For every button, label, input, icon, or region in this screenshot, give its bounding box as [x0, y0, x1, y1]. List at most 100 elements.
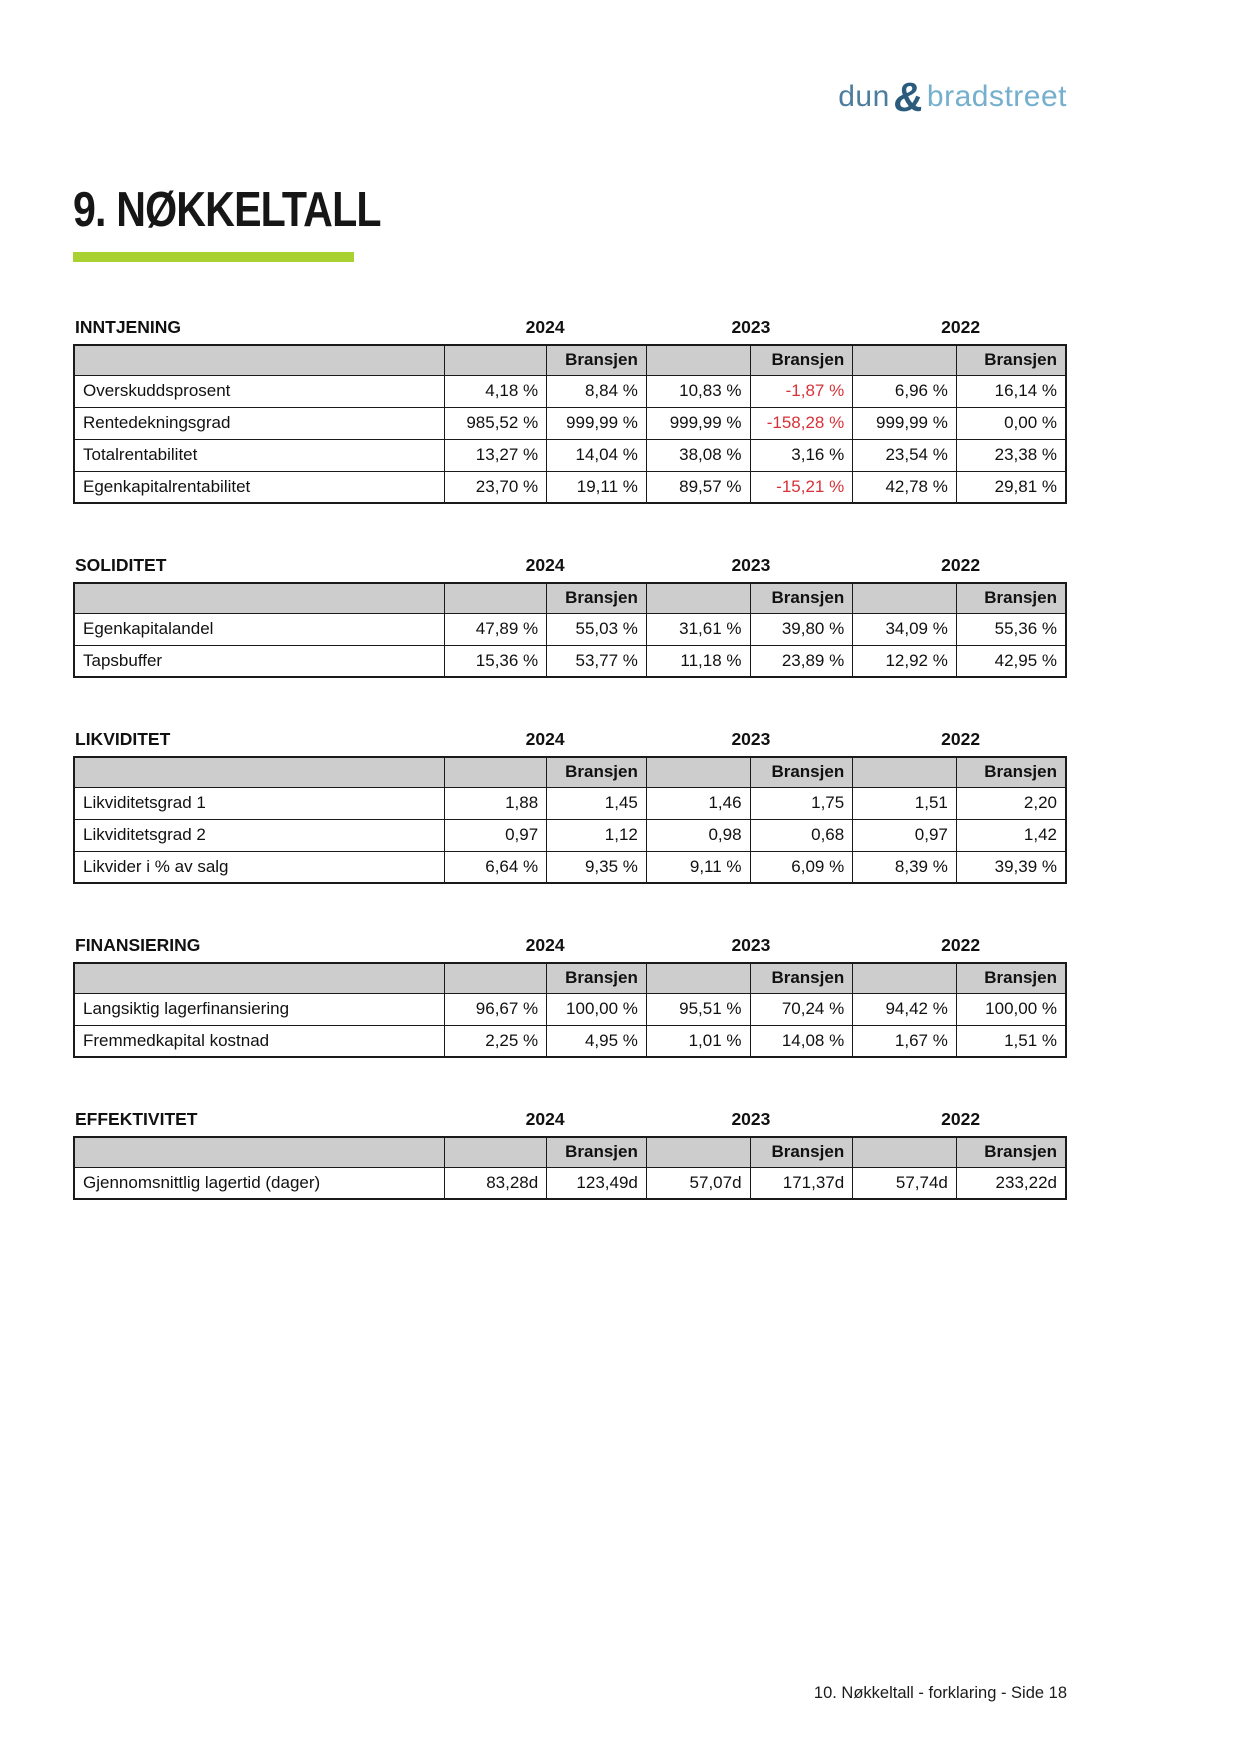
report-page: dun&bradstreet 9. NØKKELTALL INNTJENING …	[73, 0, 1067, 1754]
year-header-2023: 2023	[731, 1109, 771, 1129]
kpi-table-soliditet: Bransjen Bransjen Bransjen Egenkapitalan…	[73, 582, 1067, 678]
metric-value: 9,11 %	[645, 850, 751, 884]
metric-value: 38,08 %	[645, 438, 751, 472]
metric-label: Langsiktig lagerfinansiering	[73, 992, 445, 1026]
year-header-2023: 2023	[731, 317, 771, 337]
page-title: 9. NØKKELTALL	[73, 0, 1067, 235]
subheader-bransjen: Bransjen	[955, 756, 1067, 788]
metric-value: 83,28d	[443, 1166, 548, 1200]
metric-label: Fremmedkapital kostnad	[73, 1024, 445, 1058]
metric-value: 1,46	[645, 786, 751, 820]
year-header-2023: 2023	[731, 935, 771, 955]
metric-value: 0,68	[749, 818, 854, 852]
section-finansiering: FINANSIERING 2024 2023 2022 Bransjen Bra…	[73, 935, 1067, 1058]
page-title-text: 9. NØKKELTALL	[73, 183, 382, 237]
year-header-2022: 2022	[941, 935, 981, 955]
metric-value: 2,20	[955, 786, 1067, 820]
table-row: Rentedekningsgrad 985,52 % 999,99 % 999,…	[73, 406, 1067, 440]
logo-text-dun: dun	[838, 80, 890, 113]
subheader-bransjen: Bransjen	[749, 582, 854, 614]
metric-value: 9,35 %	[546, 850, 647, 884]
metric-label: Totalrentabilitet	[73, 438, 445, 472]
metric-value: 89,57 %	[645, 470, 751, 504]
table-subheader-row: Bransjen Bransjen Bransjen	[73, 962, 1067, 994]
subheader-empty-cell	[852, 756, 957, 788]
metric-label: Egenkapitalrentabilitet	[73, 470, 445, 504]
subheader-empty-cell	[73, 756, 445, 788]
year-header-2023: 2023	[731, 555, 771, 575]
subheader-empty-cell	[443, 1136, 548, 1168]
metric-label: Rentedekningsgrad	[73, 406, 445, 440]
table-subheader-row: Bransjen Bransjen Bransjen	[73, 582, 1067, 614]
section-header: INNTJENING 2024 2023 2022	[73, 317, 1067, 339]
metric-value: 1,12	[546, 818, 647, 852]
subheader-empty-cell	[852, 962, 957, 994]
metric-value: 1,51 %	[955, 1024, 1067, 1058]
metric-value: 999,99 %	[546, 406, 647, 440]
metric-value: 39,39 %	[955, 850, 1067, 884]
subheader-bransjen: Bransjen	[955, 582, 1067, 614]
metric-value: 96,67 %	[443, 992, 548, 1026]
metric-value: 94,42 %	[852, 992, 957, 1026]
metric-value: -15,21 %	[749, 470, 854, 504]
metric-value: 10,83 %	[645, 374, 751, 408]
page-footer: 10. Nøkkeltall - forklaring - Side 18	[813, 1684, 1067, 1702]
metric-label: Likviditetsgrad 1	[73, 786, 445, 820]
logo-text-bradstreet: bradstreet	[926, 80, 1067, 113]
section-title: LIKVIDITET	[75, 729, 171, 749]
table-subheader-row: Bransjen Bransjen Bransjen	[73, 1136, 1067, 1168]
metric-value: 39,80 %	[749, 612, 854, 646]
metric-value: 1,88	[443, 786, 548, 820]
subheader-empty-cell	[443, 582, 548, 614]
subheader-bransjen: Bransjen	[955, 344, 1067, 376]
subheader-empty-cell	[852, 582, 957, 614]
metric-value: 4,18 %	[443, 374, 548, 408]
metric-value: 985,52 %	[443, 406, 548, 440]
metric-label: Likvider i % av salg	[73, 850, 445, 884]
subheader-bransjen: Bransjen	[749, 344, 854, 376]
subheader-empty-cell	[645, 582, 751, 614]
metric-value: 47,89 %	[443, 612, 548, 646]
section-title: FINANSIERING	[75, 935, 201, 955]
table-row: Gjennomsnittlig lagertid (dager) 83,28d …	[73, 1166, 1067, 1200]
year-header-2023: 2023	[731, 729, 771, 749]
table-row: Fremmedkapital kostnad 2,25 % 4,95 % 1,0…	[73, 1024, 1067, 1058]
metric-value: 42,78 %	[852, 470, 957, 504]
metric-value: 42,95 %	[955, 644, 1067, 678]
year-header-2024: 2024	[525, 555, 565, 575]
section-inntjening: INNTJENING 2024 2023 2022 Bransjen Brans…	[73, 317, 1067, 504]
metric-value: 1,01 %	[645, 1024, 751, 1058]
subheader-bransjen: Bransjen	[546, 962, 647, 994]
metric-label: Tapsbuffer	[73, 644, 445, 678]
metric-value: 6,96 %	[852, 374, 957, 408]
metric-value: 23,70 %	[443, 470, 548, 504]
subheader-bransjen: Bransjen	[749, 962, 854, 994]
subheader-bransjen: Bransjen	[546, 582, 647, 614]
section-effektivitet: EFFEKTIVITET 2024 2023 2022 Bransjen Bra…	[73, 1109, 1067, 1200]
subheader-bransjen: Bransjen	[955, 1136, 1067, 1168]
metric-value: 23,38 %	[955, 438, 1067, 472]
metric-value: 31,61 %	[645, 612, 751, 646]
metric-value: 999,99 %	[645, 406, 751, 440]
year-header-2022: 2022	[941, 729, 981, 749]
metric-value: 4,95 %	[546, 1024, 647, 1058]
metric-value: 171,37d	[749, 1166, 854, 1200]
metric-value: 19,11 %	[546, 470, 647, 504]
subheader-bransjen: Bransjen	[546, 756, 647, 788]
metric-value: 12,92 %	[852, 644, 957, 678]
metric-label: Overskuddsprosent	[73, 374, 445, 408]
kpi-table-effektivitet: Bransjen Bransjen Bransjen Gjennomsnittl…	[73, 1136, 1067, 1200]
metric-value: 53,77 %	[546, 644, 647, 678]
metric-value: 233,22d	[955, 1166, 1067, 1200]
subheader-empty-cell	[645, 756, 751, 788]
accent-underline	[73, 252, 354, 262]
subheader-empty-cell	[443, 344, 548, 376]
metric-value: 57,07d	[645, 1166, 751, 1200]
section-title: INNTJENING	[75, 317, 181, 337]
kpi-table-inntjening: Bransjen Bransjen Bransjen Overskuddspro…	[73, 344, 1067, 504]
table-subheader-row: Bransjen Bransjen Bransjen	[73, 756, 1067, 788]
metric-value: 95,51 %	[645, 992, 751, 1026]
metric-value: 100,00 %	[955, 992, 1067, 1026]
section-title: SOLIDITET	[75, 555, 167, 575]
subheader-empty-cell	[852, 344, 957, 376]
